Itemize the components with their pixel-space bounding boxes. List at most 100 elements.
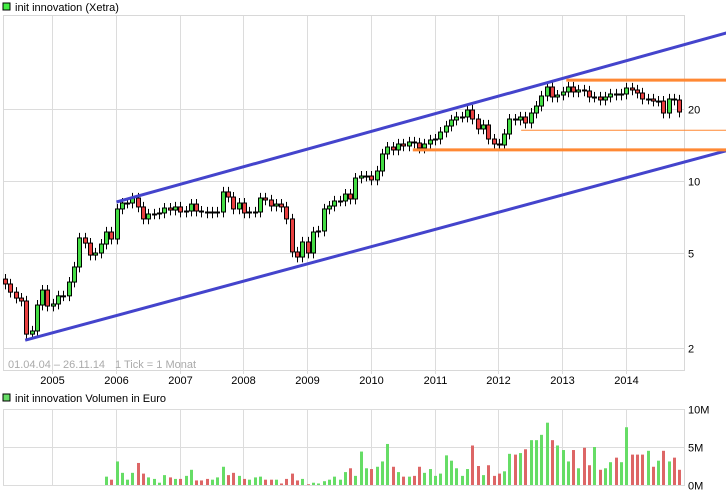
candle-down — [640, 92, 645, 100]
volume-y-axis: 10M 5M 0M — [688, 405, 709, 493]
volume-bar — [339, 479, 342, 485]
candle-up — [624, 87, 629, 95]
candle-up — [215, 211, 220, 214]
candle-down — [412, 141, 417, 144]
volume-bar — [519, 453, 522, 485]
candle-down — [242, 202, 247, 214]
candle-down — [306, 241, 311, 254]
volume-bar — [222, 466, 225, 485]
volume-bar — [349, 468, 352, 485]
candle-down — [24, 300, 29, 335]
candle-up — [592, 96, 597, 99]
candle-down — [523, 116, 528, 124]
candle-up — [545, 86, 550, 97]
volume-bar — [333, 476, 336, 485]
candle-down — [205, 211, 210, 214]
candle-up — [120, 202, 125, 210]
volume-bar — [312, 482, 315, 485]
candle-up — [502, 133, 507, 146]
volume-bar — [354, 475, 357, 485]
volume-bar — [652, 466, 655, 485]
volume-bar — [678, 469, 681, 485]
candle-up — [566, 86, 571, 93]
candle-down — [83, 237, 88, 244]
volume-bar — [668, 461, 671, 485]
volume-legend-swatch — [2, 393, 11, 402]
candle-down — [651, 98, 656, 102]
candle-up — [529, 112, 534, 124]
y-tick-label: 5M — [688, 443, 703, 455]
candle-down — [391, 146, 396, 151]
y-tick-label: 0M — [688, 481, 703, 493]
volume-bar — [562, 450, 565, 485]
volume-bar — [572, 450, 575, 485]
candle-up — [460, 116, 465, 119]
volume-bar — [360, 451, 363, 485]
volume-bar — [487, 465, 490, 485]
candle-up — [444, 125, 449, 133]
candle-down — [630, 87, 635, 91]
volume-bar — [317, 483, 320, 485]
volume-bar — [285, 478, 288, 485]
price-plot-frame — [3, 15, 685, 371]
candle-up — [555, 94, 560, 98]
candle-up — [146, 213, 151, 220]
volume-bar — [174, 478, 177, 485]
volume-bar — [328, 479, 331, 485]
volume-bar — [216, 477, 219, 485]
volume-bar — [200, 480, 203, 485]
candle-up — [608, 93, 613, 98]
volume-bar — [641, 454, 644, 485]
candle-up — [380, 153, 385, 172]
candle-up — [61, 295, 66, 298]
price-legend-swatch — [2, 2, 11, 11]
candle-up — [449, 119, 454, 127]
volume-bar — [307, 484, 310, 485]
candle-up — [51, 303, 56, 307]
candle-up — [157, 212, 162, 215]
candle-down — [295, 251, 300, 258]
volume-bar — [323, 481, 326, 485]
date-range-note: 01.04.04 – 26.11.14 — [8, 359, 105, 371]
candle-up — [667, 98, 672, 114]
candle-down — [194, 203, 199, 212]
x-tick-label: 2008 — [231, 375, 255, 387]
volume-bar — [259, 476, 262, 485]
candle-up — [385, 146, 390, 155]
candle-down — [45, 289, 50, 307]
volume-bar — [535, 440, 538, 485]
candle-up — [300, 241, 305, 258]
volume-bar — [577, 468, 580, 485]
candle-down — [401, 143, 406, 147]
volume-bar — [588, 465, 591, 485]
candle-down — [231, 196, 236, 210]
volume-bar — [540, 434, 543, 485]
candle-down — [19, 297, 24, 302]
candle-up — [184, 210, 189, 213]
candle-down — [284, 206, 289, 220]
candle-up — [433, 138, 438, 141]
volume-bar — [158, 482, 161, 485]
volume-bar — [397, 472, 400, 485]
x-axis: 2005 2006 2007 2008 2009 2010 2011 2012 2013 2014 — [40, 375, 638, 387]
candle-up — [35, 304, 40, 332]
candle-down — [109, 231, 114, 240]
volume-bar — [232, 472, 235, 485]
candle-up — [77, 237, 82, 268]
candle-down — [290, 218, 295, 253]
candle-down — [476, 118, 481, 130]
volume-chart-title: init innovation Volumen in Euro — [15, 393, 166, 405]
candle-up — [67, 281, 72, 297]
candle-up — [534, 105, 539, 114]
candle-up — [311, 231, 316, 254]
candle-up — [115, 208, 120, 240]
volume-bar — [365, 468, 368, 485]
volume-bar — [551, 440, 554, 485]
volume-bar — [647, 450, 650, 485]
x-tick-label: 2011 — [424, 375, 448, 387]
volume-bar — [604, 468, 607, 485]
y-tick-label: 5 — [688, 249, 694, 261]
candle-up — [359, 175, 364, 179]
volume-bar — [142, 473, 145, 485]
volume-bar — [556, 445, 559, 485]
